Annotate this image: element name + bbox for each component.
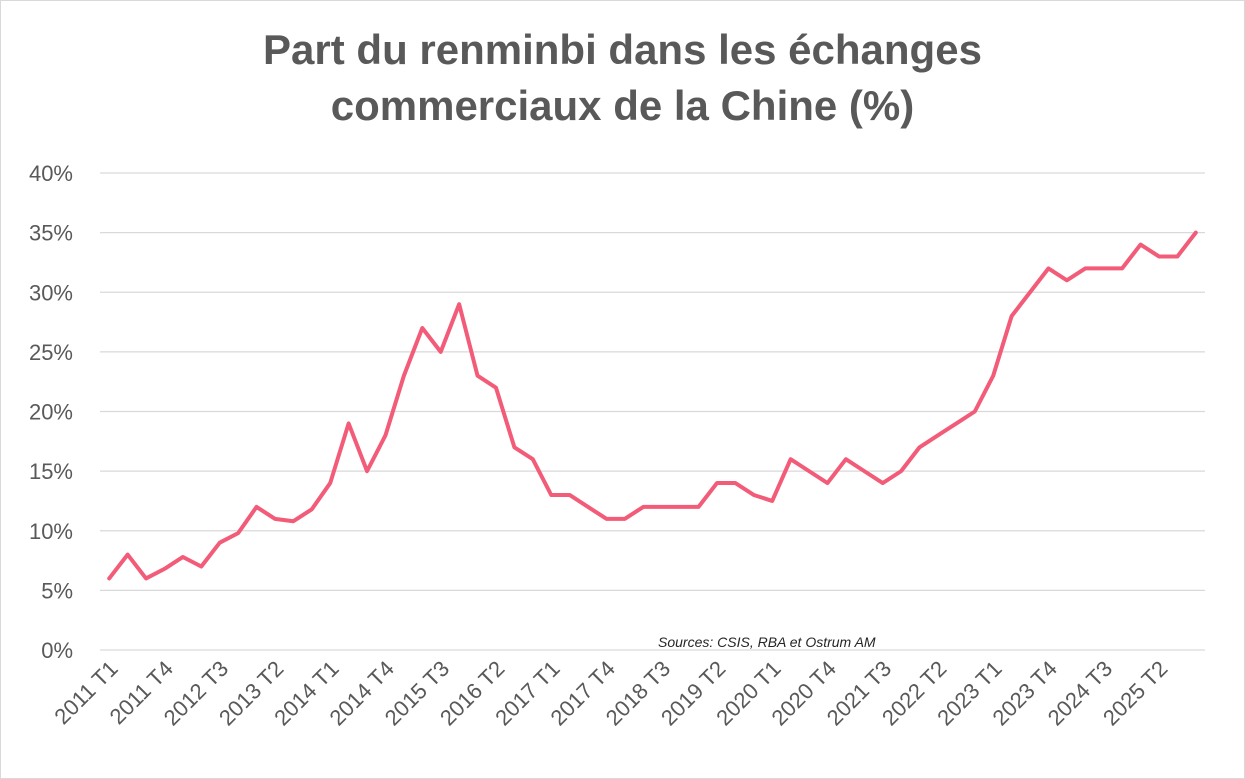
source-note: Sources: CSIS, RBA et Ostrum AM (658, 634, 876, 650)
chart-title: Part du renminbi dans les échanges comme… (0, 22, 1245, 134)
y-axis-tick-labels: 0% 5% 10% 15% 20% 25% 30% 35% 40% (29, 161, 73, 663)
data-point (568, 494, 571, 496)
chart-title-line-2: commerciaux de la Chine (%) (330, 82, 915, 129)
data-point (1139, 243, 1142, 246)
data-point (679, 506, 681, 508)
data-point (716, 482, 718, 484)
data-point (697, 506, 700, 508)
data-point (826, 482, 829, 484)
data-point (771, 500, 774, 502)
data-point (329, 482, 332, 484)
data-point (403, 374, 405, 377)
data-point (347, 422, 350, 425)
data-point (531, 458, 534, 461)
data-point (495, 386, 497, 389)
y-tick-label: 40% (29, 161, 73, 186)
data-point (734, 482, 737, 484)
data-point (421, 327, 424, 329)
data-point (992, 374, 995, 377)
data-point (808, 470, 810, 472)
data-point (752, 494, 755, 496)
data-point (845, 458, 847, 461)
y-tick-label: 5% (41, 578, 73, 603)
data-point (255, 506, 258, 508)
data-point (292, 520, 295, 523)
y-tick-label: 35% (29, 221, 73, 246)
data-point (660, 506, 663, 508)
y-tick-label: 15% (29, 459, 73, 484)
data-point (218, 541, 221, 544)
data-point (200, 565, 203, 568)
data-point (366, 470, 368, 472)
data-point (1047, 267, 1050, 270)
data-point (163, 568, 166, 570)
data-point (1194, 231, 1197, 234)
data-point (863, 470, 866, 472)
data-point (310, 508, 313, 511)
data-point (1176, 255, 1179, 258)
data-point (973, 410, 976, 413)
data-point (182, 556, 184, 558)
data-point (881, 482, 884, 484)
data-point (237, 532, 239, 534)
data-point (789, 458, 792, 461)
y-tick-label: 25% (29, 340, 73, 365)
data-point (1121, 267, 1123, 270)
data-point (550, 494, 553, 496)
data-point (108, 577, 111, 580)
data-point (384, 434, 387, 437)
y-tick-label: 30% (29, 280, 73, 305)
data-point (937, 434, 939, 437)
data-point (439, 351, 442, 353)
y-tick-label: 20% (29, 400, 73, 425)
data-point (900, 470, 902, 472)
series-layer (107, 230, 1198, 581)
data-point (1084, 267, 1087, 270)
data-point (513, 446, 516, 449)
y-tick-label: 10% (29, 519, 73, 544)
data-point (458, 303, 460, 305)
data-point (624, 518, 626, 520)
data-point (476, 374, 479, 377)
gridlines (100, 172, 1205, 651)
data-point (274, 518, 276, 520)
data-point (642, 506, 645, 508)
data-point (955, 422, 958, 425)
data-point (1010, 315, 1013, 317)
chart-title-line-1: Part du renminbi dans les échanges (263, 26, 982, 73)
data-point (126, 553, 129, 556)
data-point (918, 446, 921, 449)
series-line (107, 230, 1198, 581)
data-point (145, 577, 147, 580)
data-point (605, 518, 608, 520)
data-point (1029, 291, 1031, 294)
y-tick-label: 0% (41, 638, 73, 663)
data-point (1158, 255, 1160, 258)
data-point (587, 506, 589, 508)
data-point (1066, 279, 1068, 282)
data-point (1102, 267, 1105, 270)
